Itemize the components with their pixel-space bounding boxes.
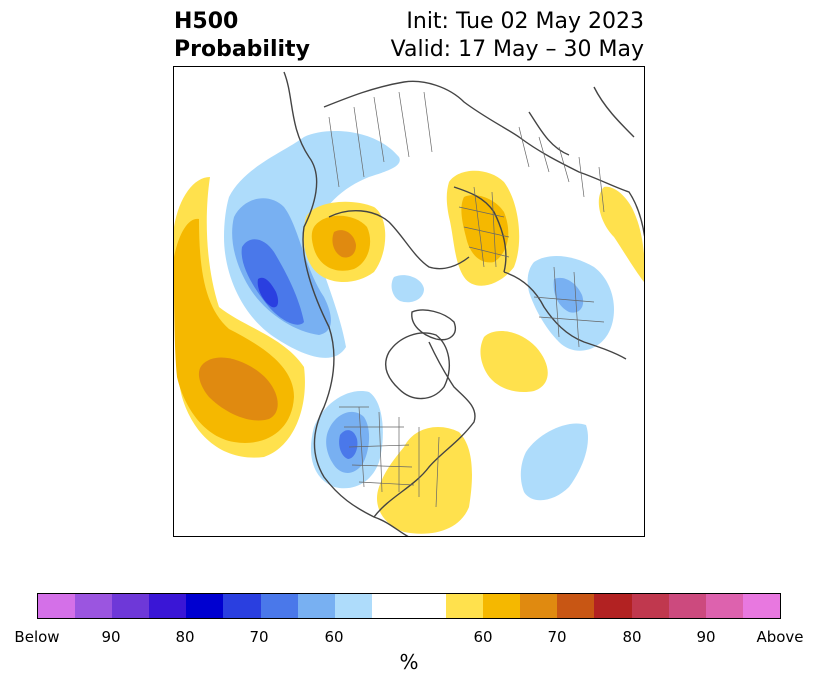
colorbar-segment — [520, 594, 558, 618]
title-line-2: Probability — [174, 37, 310, 62]
wna-below-dark — [339, 430, 358, 459]
colorbar-segment — [112, 594, 150, 618]
tick-below: Below — [14, 628, 60, 646]
colorbar-segment — [38, 594, 76, 618]
eus-above-light — [376, 427, 472, 534]
colorbar-segment — [594, 594, 632, 618]
colorbar-segment — [297, 594, 335, 618]
greenland-above-light — [480, 331, 548, 393]
coastlines — [283, 71, 644, 536]
probability-colorbar — [37, 593, 781, 619]
tick-above-90: 90 — [696, 628, 716, 646]
siberia-above-dark — [332, 230, 356, 258]
colorbar-segment — [483, 594, 521, 618]
arctic-below-light — [391, 275, 424, 303]
unit-label: % — [399, 650, 419, 674]
init-date: Init: Tue 02 May 2023 — [406, 9, 644, 34]
valid-range: Valid: 17 May – 30 May — [390, 37, 644, 62]
colorbar-segment — [446, 594, 484, 618]
borders — [328, 91, 605, 508]
colorbar-segment — [260, 594, 298, 618]
colorbar-segment — [371, 594, 447, 618]
tick-above-80: 80 — [622, 628, 642, 646]
map-canvas — [174, 71, 644, 536]
alaska-below-core — [257, 277, 279, 308]
colorbar-segment — [75, 594, 113, 618]
colorbar-segment — [149, 594, 187, 618]
asia-below-mid — [553, 277, 584, 313]
tick-below-80: 80 — [175, 628, 195, 646]
title-line-1: H500 — [174, 9, 239, 34]
fareast-above-light — [598, 186, 644, 282]
colorbar-segment — [223, 594, 261, 618]
title-block: H500 Probability — [174, 8, 310, 64]
colorbar-segment — [557, 594, 595, 618]
tick-below-60: 60 — [324, 628, 344, 646]
europe-above-mid — [461, 195, 509, 263]
atlantic-below-light — [520, 423, 589, 501]
colorbar-segment — [705, 594, 743, 618]
colorbar-segment — [334, 594, 372, 618]
probability-map — [173, 66, 645, 537]
tick-below-70: 70 — [249, 628, 269, 646]
colorbar-segment — [742, 594, 780, 618]
tick-above-60: 60 — [473, 628, 493, 646]
tick-above-70: 70 — [547, 628, 567, 646]
colorbar-segment — [631, 594, 669, 618]
tick-below-90: 90 — [101, 628, 121, 646]
colorbar-segment — [668, 594, 706, 618]
tick-above: Above — [756, 628, 804, 646]
alaska-below-dark — [241, 239, 304, 325]
date-block: Init: Tue 02 May 2023 Valid: 17 May – 30… — [391, 8, 644, 64]
pacific-above-dark — [198, 357, 278, 421]
colorbar-segment — [186, 594, 224, 618]
